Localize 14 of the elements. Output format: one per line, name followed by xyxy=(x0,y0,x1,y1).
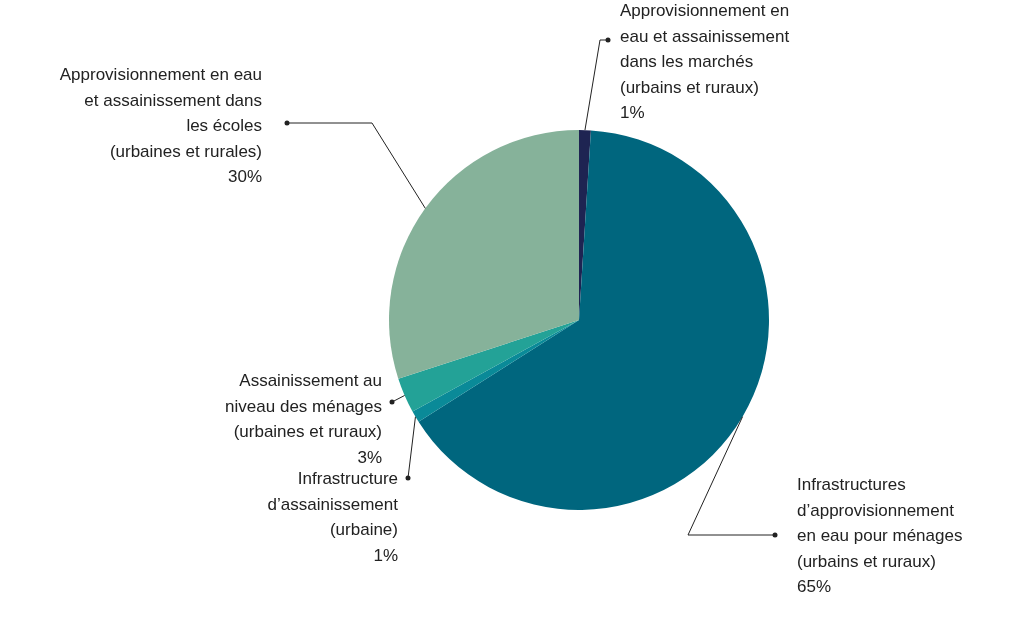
data-label: 1% xyxy=(373,545,398,565)
slice-label: Approvisionnement en eau et assainissement dans les marchés (urbains et ruraux) xyxy=(620,1,790,97)
pie-slice xyxy=(389,130,579,379)
pie-slice xyxy=(418,130,769,510)
slice-label: Infrastructure d’assainissement (urbaine) xyxy=(267,469,399,539)
pie-slice xyxy=(398,320,579,412)
pie-slice xyxy=(412,320,579,422)
data-label: 65% xyxy=(797,577,832,596)
data-label: 3% xyxy=(357,447,382,467)
slice-label: Approvisionnement en eau et assainissement dans les écoles (urbaines et rurales) xyxy=(59,65,262,161)
data-label: 30% xyxy=(227,167,262,186)
data-label: 1% xyxy=(620,103,645,122)
slice-label: Assainissement au niveau des ménages (urbaines et ruraux) xyxy=(225,371,382,441)
slice-label: Infrastructures d’approvisionnement en eau pour ménages (urbains et ruraux) xyxy=(797,475,963,571)
